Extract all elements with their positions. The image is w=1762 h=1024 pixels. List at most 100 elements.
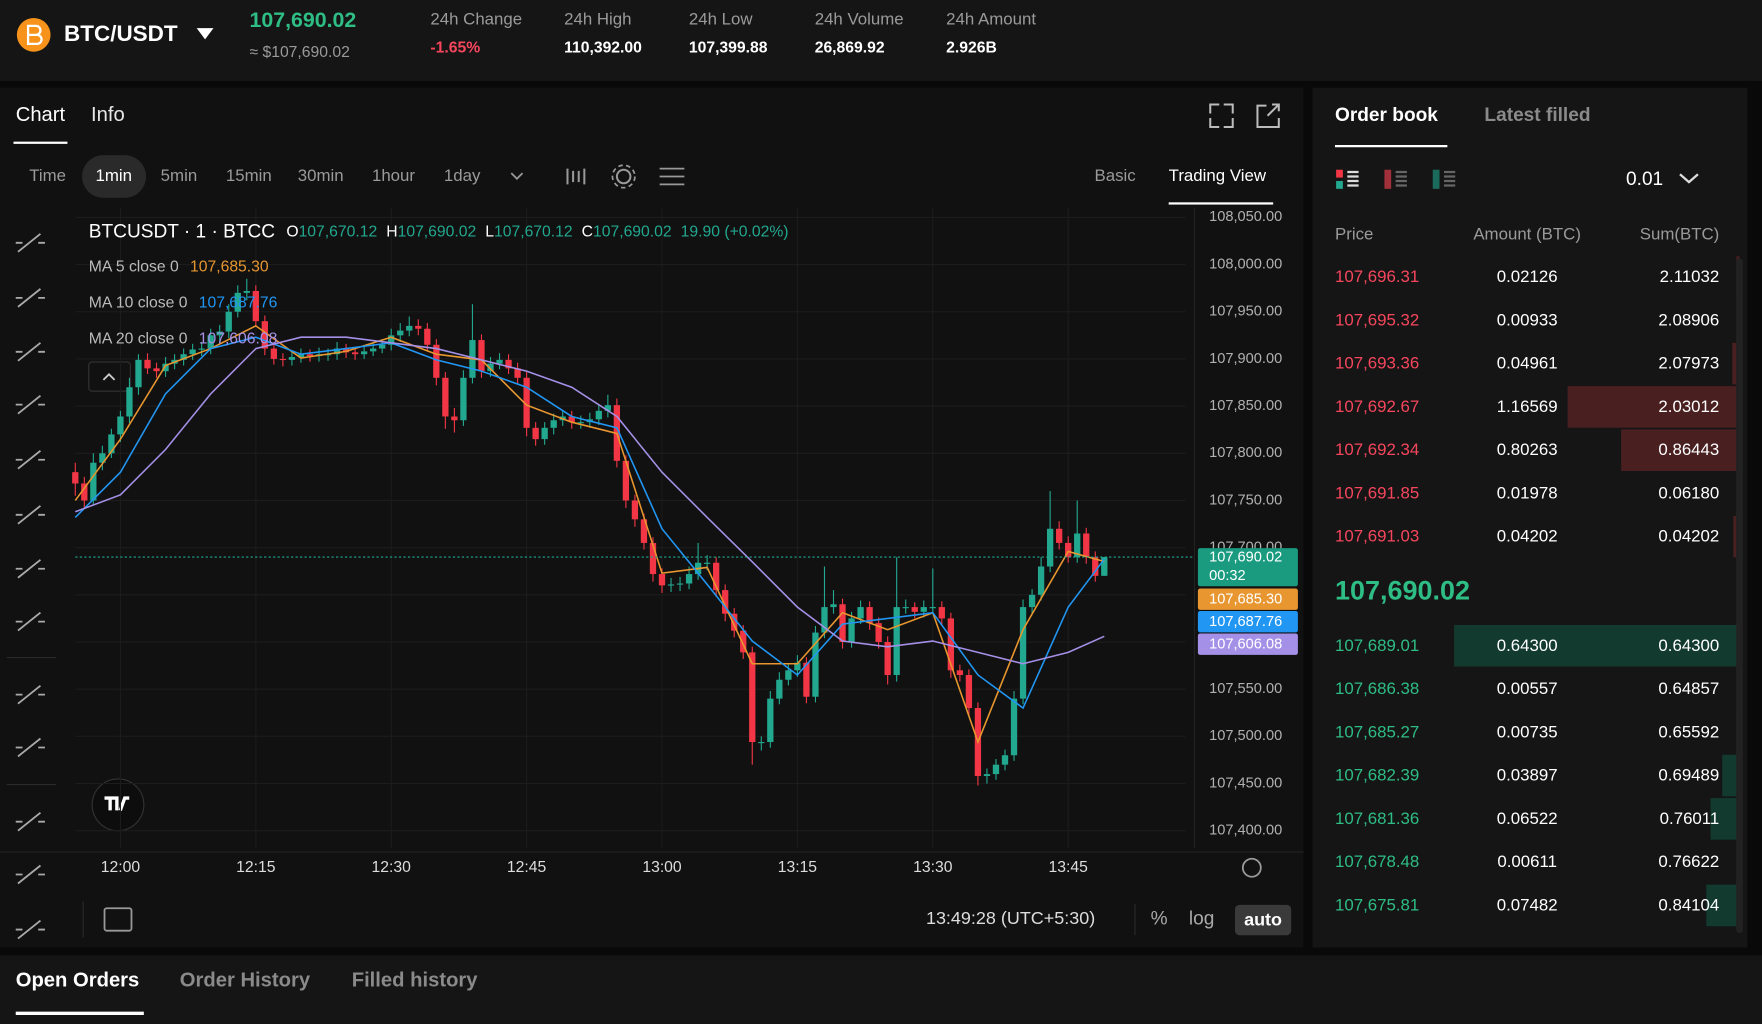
info-tab[interactable]: Info [91,104,125,126]
tool-icon[interactable] [15,737,45,758]
candle-type-icon[interactable] [566,168,586,185]
candle-body [866,607,873,624]
ma-line [74,324,1105,745]
ohlc-key: O [286,224,298,241]
depth-bar [1567,386,1740,428]
candle-body [72,472,79,484]
x-tick-label: 12:00 [101,859,141,876]
view-option[interactable]: Basic [1095,166,1136,185]
pair-dropdown[interactable] [196,28,214,40]
precision-dropdown[interactable] [1679,173,1699,184]
candle-body [893,607,900,676]
tool-icon[interactable] [15,811,45,832]
order-price: 107,678.48 [1335,852,1419,871]
more-intervals[interactable] [510,172,524,180]
bottom-tab[interactable]: Order History [180,970,311,992]
candle-body [243,290,250,293]
y-tick-label: 107,450.00 [1209,775,1282,791]
ohlc-value: 107,690.02 [593,224,672,241]
candle-body [667,584,675,586]
interval-option[interactable]: Time [29,166,66,185]
candle-body [424,328,431,345]
candle-body [433,344,440,378]
tool-icon[interactable] [15,233,45,253]
depth-bar [1706,884,1740,927]
candle-body [1028,594,1036,608]
candle-body [902,607,909,609]
interval-option[interactable]: 5min [161,166,198,185]
view-asks-icon[interactable] [1384,169,1392,189]
depth-bar [1732,342,1740,385]
candle-body [108,434,115,454]
tv-glyph [104,796,130,812]
order-price: 107,691.03 [1335,527,1419,546]
tool-icon[interactable] [15,450,45,470]
candle-body [631,500,639,520]
candle-body [740,630,747,653]
tool-icon[interactable] [15,559,45,579]
collapse-legend[interactable] [88,361,131,392]
collapse-glyph [102,373,116,381]
view-both-lines [1347,170,1359,187]
interval-option[interactable]: 15min [226,166,272,185]
candle-body [577,422,584,424]
order-price: 107,675.81 [1335,895,1419,914]
chart-tab[interactable]: Chart [16,104,66,126]
order-amount: 0.69489 [1658,766,1719,785]
order-amount: 0.00933 [1497,310,1558,329]
order-price: 107,692.67 [1335,397,1419,416]
candle-body [117,416,124,435]
last-price-tag [1197,548,1298,587]
candle-body [622,460,630,501]
popout-icon[interactable] [1256,103,1280,129]
order-price: 107,695.32 [1335,310,1419,329]
order-price: 107,693.36 [1335,354,1419,373]
view-option[interactable]: Trading View [1169,166,1267,185]
tool-icon[interactable] [15,864,45,885]
indicators-icon[interactable] [659,167,685,186]
ma-name: MA 20 close 0 [89,331,188,348]
goto-date-icon[interactable] [103,907,133,932]
pair-name[interactable]: BTC/USDT [64,21,178,46]
order-amount: 2.11032 [1660,267,1720,286]
tool-icon[interactable] [15,394,45,415]
tool-icon[interactable] [15,684,45,705]
stats: 24h Change -1.65% 24h High 110,392.00 24h Lo… [430,10,1036,57]
bottom-tab[interactable]: Filled history [352,970,479,992]
scale-option[interactable]: log [1189,909,1214,930]
tool-icon[interactable] [15,919,45,940]
scale-option[interactable]: % [1151,909,1168,930]
candle-body [135,359,142,388]
book-tab[interactable]: Order book [1335,105,1438,126]
book-tab[interactable]: Latest filled [1484,105,1590,126]
candle-body [713,562,720,591]
candle-body [1046,528,1054,567]
settings-icon[interactable] [615,168,632,185]
precision[interactable]: 0.01 [1626,169,1663,190]
scale-option[interactable]: auto [1244,909,1282,929]
stat-label: 24h Amount [946,10,1036,29]
candle-body [703,562,711,564]
candle-body [965,675,973,709]
tool-icon[interactable] [15,611,45,632]
axis-settings-icon[interactable] [1241,857,1262,878]
fullscreen-icon[interactable] [1209,103,1234,129]
tool-icon[interactable] [15,288,45,308]
tool-icon[interactable] [15,505,45,525]
candle-body [685,574,693,584]
candle-body [848,618,855,643]
bottom-tab[interactable]: Open Orders [16,970,140,992]
interval-bar: Time 1min 5min 15min 30min 1hour 1day Basic Trad… [29,166,1267,185]
interval-option[interactable]: 1min [96,166,133,185]
ma-name: MA 10 close 0 [89,295,188,312]
view-underline [1168,202,1274,205]
view-bids-icon[interactable] [1432,169,1440,189]
candle-body [180,354,187,360]
last-price-usd: ≈ $107,690.02 [249,44,349,61]
tool-icon[interactable] [15,342,45,362]
view-both-icon[interactable] [1336,169,1343,178]
interval-option[interactable]: 1day [444,166,481,185]
interval-option[interactable]: 30min [298,166,344,185]
candle-body [929,607,936,609]
interval-option[interactable]: 1hour [372,166,415,185]
